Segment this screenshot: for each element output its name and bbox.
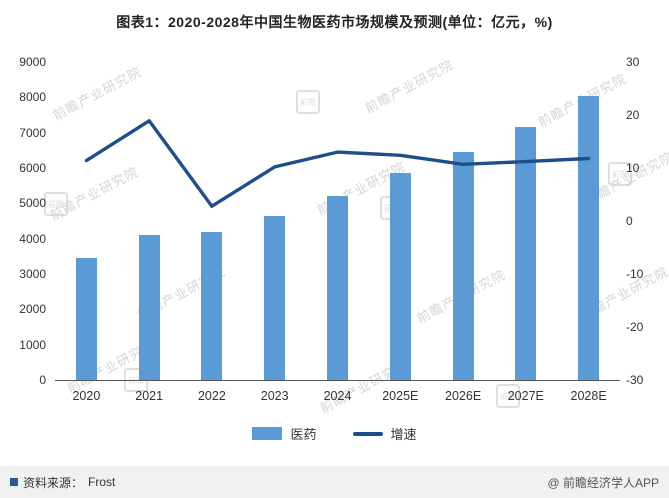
x-axis-labels: 2020 2021 2022 2023 2024 2025E 2026E 2027E 2028E [55,389,620,405]
source-value: Frost [88,475,116,489]
growth-line [84,119,591,208]
legend-label-bar: 医药 [290,427,317,442]
x-label-2026E: 2026E [445,389,482,403]
bar-2028E [578,96,600,380]
bar-swatch-icon [252,427,283,440]
right-tick-30: 30 [626,55,640,69]
bar-2024 [327,196,348,380]
x-label-2027E: 2027E [507,389,544,403]
x-label-2028E: 2028E [570,389,607,403]
right-axis-ticks: 30 20 10 0 -10 -20 -30 [626,55,666,387]
left-tick-9000: 9000 [19,55,46,69]
bar-2020 [75,258,97,380]
left-tick-0: 0 [39,373,46,387]
bar-2023 [264,216,286,380]
source-bullet-icon [10,478,18,486]
bar-2025E [389,172,411,380]
right-tick-20: 20 [626,108,640,122]
right-tick--20: -20 [626,320,644,334]
growth-line-layer [84,119,591,208]
legend: 医药 增速 [0,424,669,443]
left-tick-7000: 7000 [19,125,46,140]
x-label-2025E: 2025E [382,389,419,403]
footer: 资料来源： Frost @ 前瞻经济学人APP [0,466,669,498]
x-label-2020: 2020 [72,389,101,403]
left-axis-ticks: 9000 8000 7000 6000 5000 4000 3000 2000 1000 0 [0,55,46,387]
right-tick--10: -10 [626,267,644,281]
left-tick-2000: 2000 [19,302,46,317]
bar-2021 [138,235,160,380]
left-tick-5000: 5000 [19,196,46,211]
line-swatch-icon [352,431,383,436]
left-tick-3000: 3000 [19,267,46,281]
right-tick--30: -30 [626,373,644,387]
left-tick-4000: 4000 [19,231,46,246]
bar-2027E [515,127,537,380]
bar-2022 [201,231,223,380]
source-label: 资料来源： [23,475,84,490]
x-label-2022: 2022 [197,389,226,403]
right-tick-0: 0 [626,214,633,228]
bar-2026E [452,152,474,380]
credit: @ 前瞻经济学人APP [547,475,659,490]
legend-item-bar: 医药 [252,424,317,443]
left-tick-1000: 1000 [19,337,46,352]
plot-area [55,62,620,381]
x-label-2023: 2023 [260,389,289,403]
right-tick-10: 10 [626,161,640,175]
source-note: 资料来源： Frost [10,474,115,491]
x-label-2024: 2024 [323,389,352,403]
left-tick-6000: 6000 [19,161,46,175]
chart-title: 图表1：2020-2028年中国生物医药市场规模及预测(单位：亿元，%) [116,14,553,30]
legend-item-line: 增速 [352,424,417,443]
x-label-2021: 2021 [135,389,164,403]
legend-label-line: 增速 [390,427,417,442]
left-tick-8000: 8000 [19,90,46,105]
